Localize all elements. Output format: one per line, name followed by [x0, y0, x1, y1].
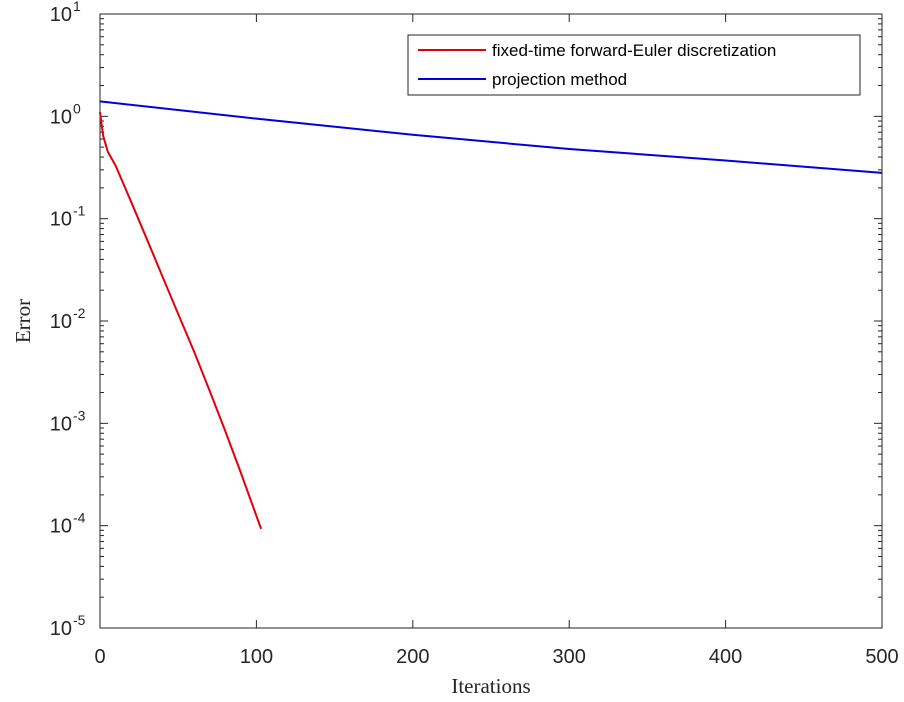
- plot-area: [99, 13, 883, 629]
- y-tick-label-exponent: 1: [73, 0, 81, 14]
- legend-label-fixed-time: fixed-time forward-Euler discretization: [492, 41, 776, 60]
- y-tick-label: 10 -3: [50, 407, 86, 435]
- x-tick-label: 100: [240, 646, 273, 668]
- y-tick-label: 10 -2: [50, 305, 86, 333]
- y-tick-label-exponent: -4: [73, 510, 86, 526]
- y-tick-label-base: 10: [50, 516, 72, 538]
- x-tick-label: 0: [94, 646, 105, 668]
- legend: fixed-time forward-Euler discretization …: [407, 34, 861, 96]
- legend-label-projection: projection method: [492, 70, 627, 89]
- y-tick-label-exponent: -5: [73, 612, 86, 628]
- y-axis-label: Error: [11, 299, 35, 343]
- series-layer: [99, 100, 883, 530]
- y-tick-label: 10 -1: [50, 203, 86, 231]
- x-axis-ticks: 0 100 200 300 400 500: [94, 14, 899, 668]
- series-line-fixed-time: [99, 111, 263, 530]
- x-tick-label: 500: [865, 646, 898, 668]
- y-tick-label-exponent: -1: [73, 203, 86, 219]
- y-tick-label-base: 10: [50, 618, 72, 640]
- y-tick-label-base: 10: [50, 106, 72, 128]
- y-tick-label-base: 10: [50, 209, 72, 231]
- x-axis-label: Iterations: [451, 674, 530, 698]
- y-tick-label: 10 1: [50, 0, 81, 26]
- x-tick-label: 200: [396, 646, 429, 668]
- y-tick-label: 10 -5: [50, 612, 86, 640]
- x-tick-label: 400: [709, 646, 742, 668]
- y-tick-label-exponent: -2: [73, 305, 86, 321]
- y-tick-label: 10 0: [50, 100, 81, 128]
- series-line-projection: [99, 100, 883, 174]
- y-tick-label-exponent: -3: [73, 407, 86, 423]
- y-tick-label-base: 10: [50, 311, 72, 333]
- y-tick-label-exponent: 0: [73, 100, 81, 116]
- legend-box: [407, 34, 861, 96]
- y-tick-label-base: 10: [50, 4, 72, 26]
- y-tick-label: 10 -4: [50, 510, 86, 538]
- x-tick-label: 300: [553, 646, 586, 668]
- y-tick-label-base: 10: [50, 413, 72, 435]
